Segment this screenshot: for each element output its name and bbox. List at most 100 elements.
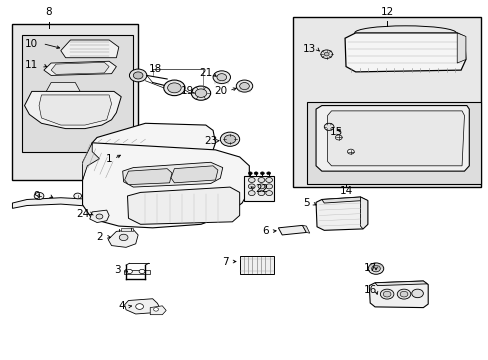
Circle shape [139, 269, 144, 274]
Polygon shape [127, 187, 239, 224]
Circle shape [399, 291, 407, 297]
Polygon shape [61, 40, 119, 58]
Text: 2: 2 [96, 232, 102, 242]
Polygon shape [315, 197, 367, 230]
Circle shape [224, 135, 235, 144]
Circle shape [265, 184, 272, 189]
Circle shape [136, 304, 143, 309]
Bar [244, 176, 274, 201]
Circle shape [163, 80, 184, 96]
Bar [239, 256, 273, 274]
Circle shape [258, 177, 264, 183]
Circle shape [324, 53, 328, 56]
Polygon shape [278, 225, 306, 235]
Circle shape [220, 132, 239, 146]
Bar [12, 24, 138, 180]
Polygon shape [456, 33, 465, 63]
Polygon shape [12, 198, 106, 208]
Polygon shape [82, 143, 99, 180]
Text: 21: 21 [199, 68, 212, 78]
Polygon shape [124, 299, 160, 314]
Circle shape [126, 269, 132, 274]
Circle shape [167, 83, 181, 93]
Text: 14: 14 [339, 186, 352, 195]
Polygon shape [345, 33, 465, 72]
Circle shape [248, 191, 255, 195]
Bar [121, 228, 133, 231]
Circle shape [119, 234, 128, 240]
Text: 16: 16 [363, 285, 376, 295]
Circle shape [213, 71, 230, 84]
Polygon shape [90, 210, 109, 222]
Circle shape [248, 172, 252, 175]
Text: 17: 17 [363, 263, 376, 273]
Text: 8: 8 [45, 6, 52, 17]
Polygon shape [46, 82, 80, 91]
Circle shape [258, 191, 264, 195]
Circle shape [265, 177, 272, 183]
Circle shape [371, 265, 380, 272]
Circle shape [129, 69, 146, 82]
Circle shape [133, 72, 142, 79]
Text: 6: 6 [262, 226, 268, 237]
Circle shape [324, 123, 333, 130]
Polygon shape [321, 197, 362, 203]
Circle shape [396, 289, 410, 299]
Circle shape [367, 263, 383, 274]
Polygon shape [327, 111, 464, 166]
Text: 22: 22 [254, 184, 267, 194]
Polygon shape [24, 91, 121, 129]
Text: 3: 3 [114, 265, 121, 275]
Polygon shape [171, 166, 218, 183]
Polygon shape [51, 62, 109, 75]
Circle shape [239, 82, 249, 90]
Text: 9: 9 [33, 191, 40, 201]
Circle shape [258, 184, 264, 189]
Circle shape [191, 86, 210, 100]
Circle shape [383, 291, 390, 297]
Circle shape [248, 177, 255, 183]
Polygon shape [302, 225, 309, 233]
Polygon shape [315, 105, 468, 171]
Circle shape [335, 135, 342, 140]
Polygon shape [360, 197, 367, 229]
Circle shape [236, 80, 252, 92]
Circle shape [260, 172, 264, 175]
Bar [292, 17, 480, 187]
Circle shape [34, 192, 44, 199]
Text: 10: 10 [25, 39, 38, 49]
Text: 20: 20 [214, 86, 227, 96]
Text: 1: 1 [105, 154, 112, 164]
Circle shape [74, 193, 81, 199]
Text: 7: 7 [222, 257, 228, 266]
Circle shape [153, 307, 158, 311]
Polygon shape [374, 281, 427, 285]
Text: 24: 24 [76, 209, 89, 219]
Bar [123, 270, 150, 274]
Polygon shape [82, 143, 249, 228]
Text: 11: 11 [25, 60, 39, 70]
Circle shape [254, 172, 258, 175]
Polygon shape [368, 281, 427, 307]
Text: 5: 5 [303, 198, 309, 208]
Circle shape [380, 289, 393, 299]
Text: 15: 15 [329, 127, 342, 137]
Circle shape [96, 214, 102, 219]
Polygon shape [108, 230, 138, 247]
Circle shape [217, 74, 226, 81]
Text: 4: 4 [119, 301, 125, 311]
Polygon shape [122, 162, 223, 187]
Polygon shape [150, 306, 166, 315]
Polygon shape [92, 123, 215, 161]
Text: 18: 18 [148, 64, 162, 75]
Circle shape [265, 191, 272, 195]
Text: 23: 23 [203, 136, 217, 146]
Text: 19: 19 [181, 86, 194, 96]
Polygon shape [124, 168, 172, 185]
Circle shape [320, 50, 332, 58]
Bar [22, 35, 133, 152]
Circle shape [266, 172, 270, 175]
Text: 12: 12 [380, 6, 393, 17]
Circle shape [347, 149, 353, 154]
Text: 13: 13 [303, 44, 316, 54]
